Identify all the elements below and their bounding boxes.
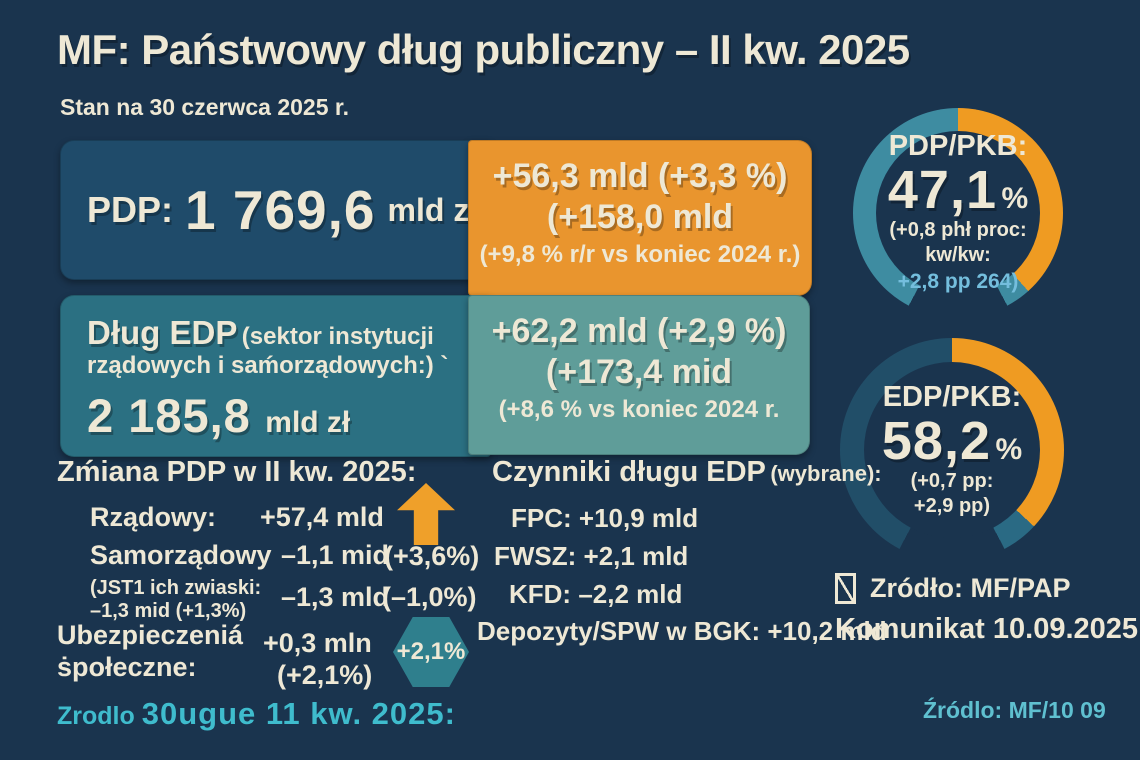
pdp-change-line2: (+158,0 mld [546, 198, 734, 236]
row-jst-note-2: –1,3 mid (+1,3%) [90, 600, 247, 622]
edp-pkb-unit: % [995, 432, 1023, 466]
pdp-change-card: +56,3 mld (+3,3 %) (+158,0 mld (+9,8 % r… [468, 140, 812, 296]
pdp-pkb-note-3: +2,8 pp 264) [897, 270, 1019, 294]
donut-hole [876, 131, 1040, 295]
footer-left-large: 30ugue 11 kw. 2025: [141, 696, 456, 731]
row-ubezpieczenia-label-1: Ubezpieczeniá [57, 620, 244, 650]
pdp-pkb-note-2: kw/kw: [925, 244, 991, 267]
edp-sublabel-1: (sektor instytucji [241, 323, 434, 350]
edp-pkb-note-2: +2,9 pp) [913, 495, 991, 518]
row-jst-value: –1,3 mld [281, 582, 390, 612]
row-ubezpieczenia-label-2: ṡpołeczne: [57, 652, 197, 682]
row-jst-pct: (–1,0%) [382, 582, 477, 612]
hexagon-badge-label: +2,1% [396, 638, 466, 665]
footer-left-note: Zrodlo 30ugue 11 kw. 2025: [57, 696, 456, 732]
pdp-change-line3: (+9,8 % r/r vs koniec 2024 r.) [479, 241, 801, 268]
komunikat-text: Komunikat 10.09.2025 [835, 613, 1139, 645]
edp-pkb-note-1: (+0,7 pp: [910, 470, 994, 493]
row-samorzadowy-value: –1,1 mid [281, 540, 390, 570]
pdp-pkb-value: 47,1 [887, 160, 997, 221]
factor-row-fwsz: FWSZ: +2,1 mld [494, 541, 689, 571]
footer-left-small: Zrodlo [57, 702, 142, 730]
pdp-change-section-title: Zḿiana PDP w II kw. 2025: [57, 456, 417, 488]
pdp-pkb-unit: % [1001, 182, 1029, 216]
factor-row-kfd: KFD: –2,2 mld [509, 579, 683, 609]
edp-total-card: Dług EDP (sektor instytucji rządowych i … [60, 295, 491, 457]
row-samorzadowy-label: Samorządowy [90, 540, 272, 570]
row-jst-note-1: (JST1 ich zwiaski: [90, 577, 262, 599]
pdp-pkb-donut-chart: PDP/PKB: 47,1 % (+0,8 phł proc: kw/kw: +… [853, 108, 1063, 318]
edp-change-line2: (+173,4 mid [545, 353, 733, 391]
row-ubezpieczenia-pct: (+2,1%) [277, 660, 373, 690]
row-ubezpieczenia-value: +0,3 mln [263, 628, 372, 658]
pdp-change-line1: +56,3 mld (+3,3 %) [492, 157, 788, 195]
source-text: Zródło: MF/PAP [870, 573, 1071, 603]
edp-factors-title-suffix: (wybrane): [770, 461, 882, 486]
donut-hole [864, 362, 1040, 538]
source-line: Zródło: MF/PAP [835, 573, 1070, 604]
pdp-total-card: PDP: 1 769,6 mld zł [60, 140, 491, 280]
document-glyph-icon [835, 573, 856, 604]
edp-value: 2 185,8 [87, 389, 251, 442]
edp-pkb-label: EDP/PKB: [882, 380, 1022, 413]
edp-label: Dług EDP [87, 314, 238, 351]
row-rzadowy-label: Rządowy: [90, 502, 217, 532]
edp-change-card: +62,2 mld (+2,9 %) (+173,4 mid (+8,6 % v… [468, 295, 810, 455]
edp-pkb-donut-chart: EDP/PKB: 58,2 % (+0,7 pp: +2,9 pp) [840, 338, 1064, 562]
pdp-pkb-note-1: (+0,8 phł proc: [889, 219, 1027, 242]
edp-factors-title: Czynniki długu EDP (wybrane): [492, 456, 882, 489]
edp-sublabel-2: rządowych i saḿorządowych:) ` [87, 352, 449, 379]
increase-arrow-icon [397, 483, 455, 545]
hexagon-badge: +2,1% [393, 617, 469, 687]
pdp-pkb-label: PDP/PKB: [888, 130, 1028, 163]
page-title: MF: Państwowy dług publiczny – II kw. 20… [57, 26, 910, 73]
factor-row-depozyty: Depozyty/SPW w BGK: +10,2 mld [477, 616, 887, 646]
footer-right-source: Źródlo: MF/10 09 [923, 697, 1106, 723]
pdp-value: 1 769,6 [185, 179, 376, 241]
page-subtitle: Stan na 30 czerwca 2025 r. [60, 94, 349, 120]
row-samorzadowy-pct: (+3,6%) [384, 541, 480, 571]
edp-pkb-value: 58,2 [881, 410, 991, 471]
edp-unit: mld zł [265, 406, 351, 439]
edp-factors-title-main: Czynniki długu EDP [492, 456, 766, 488]
edp-change-line3: (+8,6 % vs koniec 2024 r. [498, 396, 780, 423]
row-rzadowy-value: +57,4 mld [260, 502, 384, 532]
pdp-label: PDP: [87, 189, 174, 230]
factor-row-fpc: FPC: +10,9 mld [511, 503, 699, 533]
pdp-unit: mld zł [387, 191, 479, 228]
edp-change-line1: +62,2 mld (+2,9 %) [491, 312, 787, 350]
